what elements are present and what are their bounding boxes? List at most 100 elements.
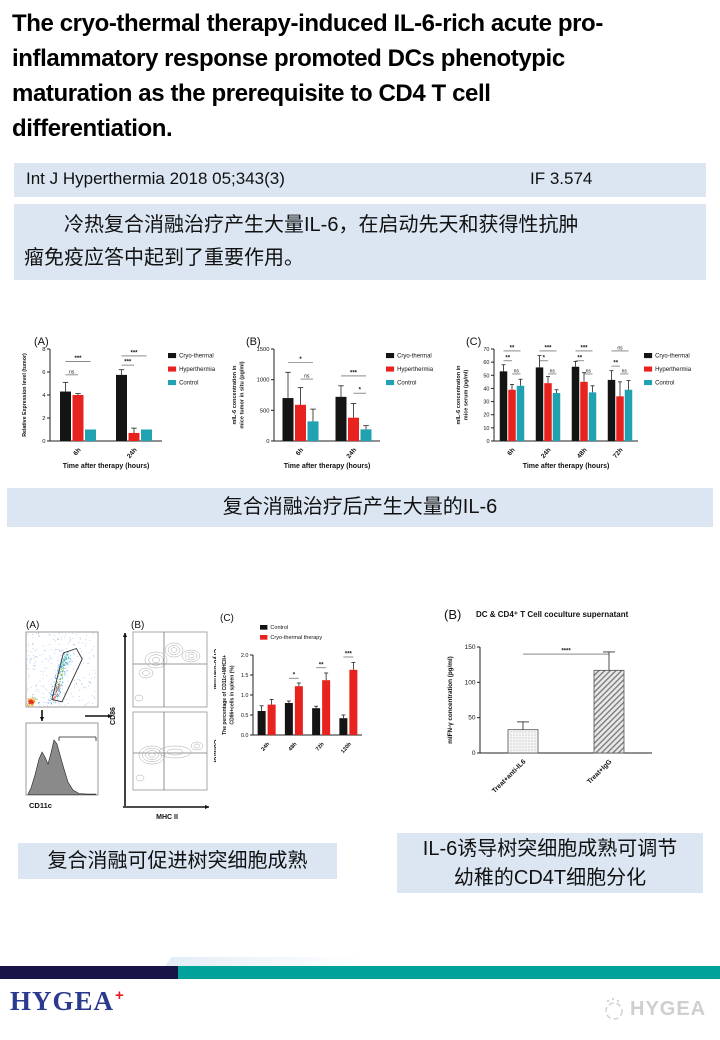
svg-text:24h: 24h [345,447,358,460]
caption-fig3-line-2: 幼稚的CD4T细胞分化 [453,867,647,889]
abstract-line-1: 冷热复合消融治疗产生大量IL-6，在启动先天和获得性抗肿 [24,214,579,236]
svg-text:mice serum (pg/ml): mice serum (pg/ml) [464,370,470,421]
hygea-watermark-text: HYGEA [630,997,707,1020]
svg-text:500: 500 [260,408,270,414]
chart-ifn-gamma: 0 50 100 150 mIFN-γ concentration (pg/ml) Tre… [438,593,710,825]
svg-text:0.0: 0.0 [241,733,249,739]
svg-text:50: 50 [468,715,476,722]
title-line-3: maturation as the prerequisite to CD4 T … [12,80,491,107]
title-line-4: differentiation. [12,115,173,142]
svg-text:(B): (B) [131,620,144,631]
svg-text:mIL-6 concentration in: mIL-6 concentration in [232,365,238,425]
caption-fig3: IL-6诱导树突细胞成熟可调节 幼稚的CD4T细胞分化 [397,833,703,893]
svg-text:100: 100 [465,679,476,686]
svg-text:Hyperthermia: Hyperthermia [655,367,692,373]
svg-text:6h: 6h [295,447,305,457]
svg-text:(C): (C) [220,613,234,624]
svg-text:Relative Expression level (tum: Relative Expression level (tumor) [22,353,28,437]
svg-text:(B): (B) [246,336,261,348]
svg-text:**: ** [577,355,582,361]
svg-text:Control: Control [179,381,198,387]
caption-fig3-line-1: IL-6诱导树突细胞成熟可调节 [422,838,678,860]
caption-fig2: 复合消融可促进树突细胞成熟 [18,843,337,879]
svg-text:Control: Control [655,381,674,387]
svg-text:Cryo-thermal: Cryo-thermal [179,354,214,360]
chart-il6-expression: 0 2 4 6 8 Relative Expression level (tumor) 6h… [18,313,228,483]
svg-text:***: *** [130,350,138,356]
svg-text:20: 20 [483,413,489,419]
svg-text:***: *** [74,356,82,362]
svg-text:1.5: 1.5 [241,673,249,679]
hygea-logo: HYGEA+ [10,986,125,1017]
svg-text:***: *** [580,345,588,351]
svg-text:72h: 72h [315,741,326,753]
citation-bar: Int J Hyperthermia 2018 05;343(3) IF 3.5… [14,163,706,197]
svg-text:8: 8 [42,347,45,353]
svg-text:****: **** [561,649,571,655]
svg-text:60: 60 [483,360,489,366]
svg-text:**: ** [319,662,324,668]
svg-text:48h: 48h [576,447,589,460]
svg-text:24h: 24h [540,447,553,460]
hygea-logo-plus-icon: + [115,987,125,1004]
svg-text:0: 0 [266,439,269,445]
footer-bar-teal [178,966,720,979]
svg-text:0: 0 [42,439,45,445]
title-line-1: The cryo-thermal therapy-induced IL-6-ri… [12,10,603,37]
svg-text:ns: ns [586,368,592,374]
svg-text:Control: Control [270,625,288,631]
chart-il6-serum: 0 10 20 30 40 50 60 70 mIL-6 concentration in mic… [448,313,714,483]
citation-journal: Int J Hyperthermia 2018 05;343(3) [26,169,285,188]
svg-text:CD11c: CD11c [29,801,52,810]
flow-cytometry-figure: (A) (B) CD11c CD86 MHC II Cryo-thermal Control [15,603,220,828]
svg-text:Control: Control [397,381,416,387]
svg-text:ns: ns [514,368,520,374]
hygea-watermark: HYGEA [602,996,706,1022]
svg-text:Hyperthermia: Hyperthermia [397,367,434,373]
svg-text:Hyperthermia: Hyperthermia [179,367,216,373]
svg-text:ns: ns [304,374,310,380]
caption-fig1: 复合消融治疗后产生大量的IL-6 [7,488,713,527]
svg-text:***: *** [350,370,358,376]
svg-text:ns: ns [550,368,556,374]
svg-text:**: ** [505,355,510,361]
svg-text:Treat+anti-IL6: Treat+anti-IL6 [491,758,527,794]
svg-text:Cryo-thermal: Cryo-thermal [655,354,690,360]
svg-text:Time after therapy (hours): Time after therapy (hours) [63,463,150,470]
svg-text:6: 6 [42,370,45,376]
svg-text:***: *** [345,652,353,658]
svg-text:mIFN-γ concentration (pg/ml): mIFN-γ concentration (pg/ml) [447,656,454,743]
svg-text:Time after therapy (hours): Time after therapy (hours) [284,463,371,470]
hygea-watermark-icon [605,997,623,1020]
abstract-line-2: 瘤免疫应答中起到了重要作用。 [24,247,304,269]
svg-text:24h: 24h [126,447,139,460]
chart-dc-maturation: 0.0 0.5 1.0 1.5 2.0 The percentage of CD11c+M… [216,601,380,811]
svg-text:Cryo-thermal: Cryo-thermal [212,649,219,690]
citation-impact-factor: IF 3.574 [530,169,593,188]
svg-text:*: * [359,388,362,394]
svg-text:10: 10 [483,426,489,432]
svg-text:(C): (C) [466,336,481,348]
svg-text:**: ** [613,361,618,367]
svg-text:Time after therapy (hours): Time after therapy (hours) [523,463,610,470]
svg-text:0: 0 [486,439,489,445]
chart-il6-tumor-in-situ: 0 500 1000 1500 mIL-6 concentration in mice t… [228,313,446,483]
svg-text:(A): (A) [34,336,49,348]
svg-text:(A): (A) [26,620,39,631]
svg-text:mIL-6 concentration in: mIL-6 concentration in [456,365,462,425]
svg-text:MHC II: MHC II [156,814,178,821]
svg-text:*: * [293,673,296,679]
svg-text:Control: Control [212,739,219,762]
svg-text:150: 150 [465,644,476,651]
svg-text:***: *** [124,360,132,366]
svg-text:CD86+cells in spleen (%): CD86+cells in spleen (%) [230,665,236,724]
svg-text:***: *** [544,345,552,351]
svg-text:Treat+IgG: Treat+IgG [586,758,613,785]
svg-text:6h: 6h [72,447,82,457]
svg-text:48h: 48h [288,741,299,753]
svg-text:50: 50 [483,373,489,379]
svg-text:Cryo-thermal therapy: Cryo-thermal therapy [270,635,322,641]
svg-text:24h: 24h [260,741,271,753]
svg-text:0: 0 [472,750,476,757]
